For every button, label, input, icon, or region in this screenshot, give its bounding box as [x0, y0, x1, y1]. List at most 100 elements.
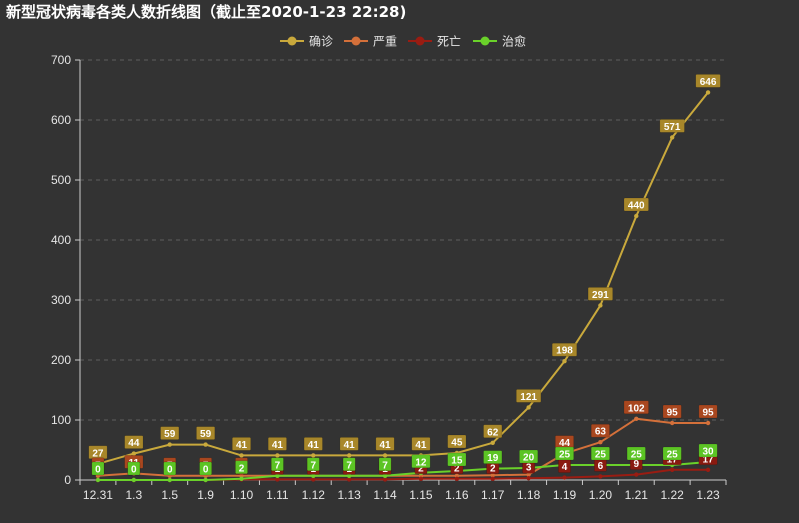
data-label: 15: [451, 456, 463, 467]
chart-title: 新型冠状病毒各类人数折线图（截止至2020-1-23 22:28): [6, 3, 407, 21]
y-tick-label: 300: [51, 293, 71, 307]
data-label-box: [199, 461, 212, 476]
data-label-box: [160, 426, 180, 440]
x-tick-label: 1.13: [337, 488, 361, 502]
data-label: 41: [272, 440, 284, 451]
data-label-box: [447, 452, 467, 467]
data-label-box: [519, 449, 539, 464]
data-point: [634, 213, 639, 219]
legend-marker: [415, 36, 425, 46]
data-label: 198: [556, 346, 573, 357]
data-point: [705, 420, 711, 426]
data-point: [346, 453, 352, 458]
data-point: [203, 442, 208, 447]
y-tick-label: 100: [51, 413, 71, 427]
data-label-box: [306, 457, 320, 472]
data-label: 41: [344, 440, 356, 451]
data-label-box: [623, 197, 649, 212]
data-label-box: [483, 450, 503, 464]
data-label: 571: [664, 122, 681, 133]
x-tick-label: 1.14: [373, 488, 397, 502]
data-label-box: [662, 446, 682, 461]
x-tick-label: 1.23: [696, 488, 720, 502]
data-point: [705, 467, 711, 472]
data-label-box: [587, 287, 613, 301]
data-point: [490, 476, 495, 481]
data-point: [311, 473, 316, 478]
data-label-box: [623, 400, 649, 415]
data-point: [311, 477, 316, 482]
x-tick-label: 1.5: [161, 488, 178, 502]
data-point: [239, 476, 244, 481]
data-label-box: [698, 443, 718, 458]
data-label: 7: [275, 460, 281, 471]
data-label-box: [659, 119, 685, 133]
data-label: 19: [487, 453, 499, 464]
data-label: 63: [595, 427, 607, 438]
data-point: [311, 453, 316, 458]
data-point: [167, 442, 172, 447]
data-label: 646: [700, 77, 717, 88]
data-label-box: [163, 461, 177, 476]
data-label: 440: [628, 201, 645, 212]
data-label: 9: [633, 459, 639, 470]
legend-label: 严重: [373, 35, 397, 49]
legend-label: 治愈: [502, 34, 526, 49]
data-label: 30: [702, 447, 714, 458]
x-tick-label: 1.10: [230, 488, 254, 502]
data-label-box: [695, 74, 721, 88]
data-point: [275, 477, 280, 482]
data-label: 102: [628, 403, 645, 414]
data-point: [490, 473, 495, 478]
data-point: [634, 416, 639, 421]
data-label-box: [303, 437, 323, 451]
data-label: 20: [523, 453, 535, 464]
data-label: 25: [631, 450, 643, 461]
data-label-box: [235, 460, 248, 475]
x-tick-label: 1.11: [266, 488, 289, 502]
x-tick-label: 1.20: [589, 488, 613, 502]
y-tick-label: 600: [51, 113, 71, 127]
data-point: [669, 135, 675, 140]
x-tick-label: 1.21: [625, 488, 649, 502]
data-point: [418, 476, 424, 481]
data-label: 291: [592, 290, 609, 301]
data-label-box: [555, 446, 574, 461]
data-point: [705, 90, 711, 95]
x-tick-label: 1.9: [197, 488, 214, 502]
data-label-box: [551, 342, 578, 357]
data-label-box: [375, 437, 395, 451]
data-point: [669, 467, 675, 472]
series-line-确诊: [97, 91, 709, 465]
data-label-box: [590, 446, 610, 461]
data-label: 44: [559, 438, 571, 449]
data-point: [346, 477, 352, 482]
data-label: 62: [487, 427, 499, 438]
data-label: 6: [598, 461, 604, 472]
x-tick-label: 1.19: [553, 488, 577, 502]
data-label: 25: [667, 450, 679, 461]
y-tick-label: 0: [64, 473, 71, 487]
data-label: 0: [203, 465, 209, 476]
data-label: 44: [128, 438, 140, 449]
data-label-box: [91, 461, 105, 476]
data-point: [598, 440, 603, 445]
data-point: [382, 453, 388, 458]
data-label-box: [196, 426, 216, 440]
data-label: 0: [131, 465, 137, 476]
data-label: 7: [310, 460, 316, 471]
data-label: 25: [559, 450, 571, 461]
data-label: 59: [164, 429, 176, 440]
y-tick-label: 400: [51, 233, 71, 247]
data-label-box: [378, 457, 392, 472]
y-tick-label: 700: [51, 53, 71, 67]
data-label-box: [124, 435, 144, 449]
legend-label: 死亡: [437, 35, 461, 49]
data-label-box: [411, 454, 431, 469]
data-label-box: [590, 423, 610, 438]
x-tick-label: 1.17: [481, 488, 505, 502]
x-tick-label: 1.22: [660, 488, 684, 502]
data-label: 95: [702, 408, 714, 419]
data-point: [598, 474, 603, 479]
